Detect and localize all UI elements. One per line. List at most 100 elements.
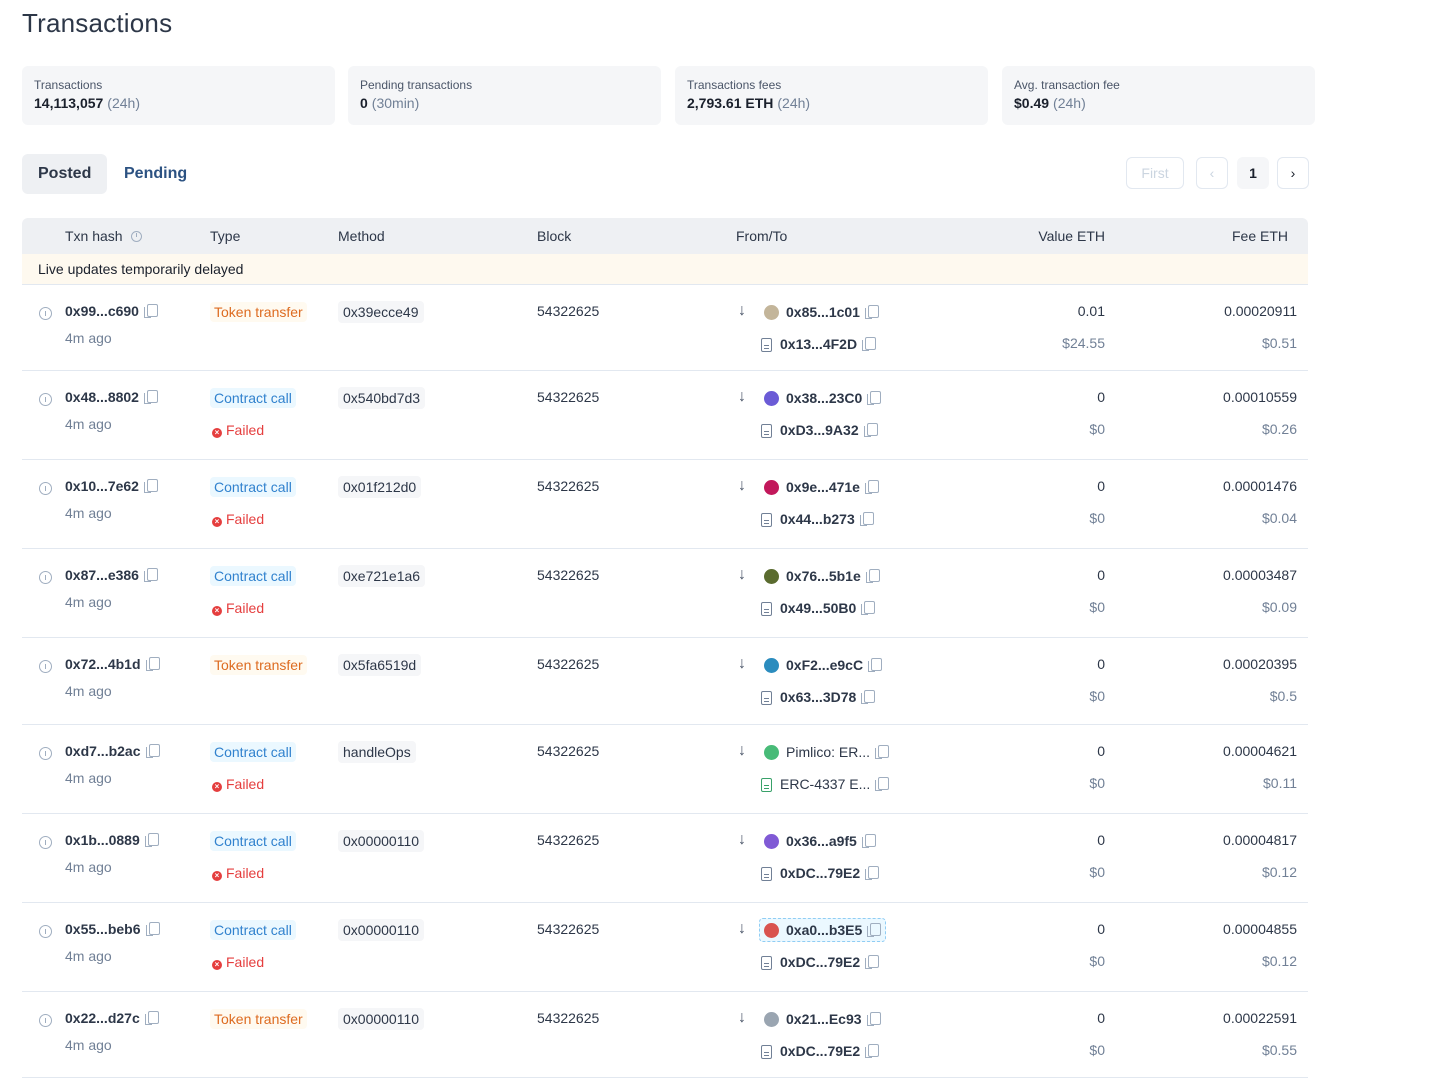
to-address-text[interactable]: 0x13...4F2D — [780, 336, 858, 352]
copy-icon[interactable] — [145, 657, 160, 671]
txn-hash[interactable]: 0x99...c690 — [65, 303, 158, 319]
from-address[interactable]: 0x36...a9f5 — [764, 833, 876, 849]
to-address[interactable]: ERC-4337 E... — [761, 776, 890, 792]
to-address-text[interactable]: 0xD3...9A32 — [780, 422, 859, 438]
copy-icon[interactable] — [868, 658, 883, 672]
from-address[interactable]: 0x9e...471e — [764, 479, 879, 495]
to-address[interactable]: 0xDC...79E2 — [761, 865, 880, 881]
from-address-wrap[interactable]: 0x76...5b1e — [764, 568, 880, 584]
copy-icon[interactable] — [863, 423, 878, 437]
block-number[interactable]: 54322625 — [537, 656, 600, 672]
txn-hash-text[interactable]: 0x1b...0889 — [65, 832, 140, 848]
copy-icon[interactable] — [867, 923, 882, 937]
copy-icon[interactable] — [875, 745, 890, 759]
from-address[interactable]: 0x38...23C0 — [764, 390, 882, 406]
txn-hash-text[interactable]: 0x99...c690 — [65, 303, 139, 319]
txn-hash-text[interactable]: 0x48...8802 — [65, 389, 139, 405]
pagination-prev-button[interactable]: ‹ — [1196, 157, 1228, 189]
block-number[interactable]: 54322625 — [537, 921, 600, 937]
txn-hash[interactable]: 0x1b...0889 — [65, 832, 159, 848]
from-address[interactable]: 0x76...5b1e — [764, 568, 880, 584]
from-address-wrap[interactable]: 0x85...1c01 — [764, 304, 879, 320]
to-address-text[interactable]: 0x49...50B0 — [780, 600, 857, 616]
copy-icon[interactable] — [865, 866, 880, 880]
expand-row-icon[interactable] — [39, 393, 52, 406]
copy-icon[interactable] — [864, 480, 879, 494]
pagination-next-button[interactable]: › — [1277, 157, 1309, 189]
copy-icon[interactable] — [143, 568, 158, 582]
from-address-text[interactable]: 0xF2...e9cC — [786, 657, 864, 673]
txn-hash[interactable]: 0x55...beb6 — [65, 921, 160, 937]
from-address[interactable]: Pimlico: ER... — [764, 744, 890, 760]
from-address[interactable]: 0x85...1c01 — [764, 304, 879, 320]
txn-hash-text[interactable]: 0x87...e386 — [65, 567, 139, 583]
copy-icon[interactable] — [861, 834, 876, 848]
block-number[interactable]: 54322625 — [537, 303, 600, 319]
tab-pending[interactable]: Pending — [124, 165, 188, 182]
pagination-current-page[interactable]: 1 — [1237, 157, 1269, 189]
to-address[interactable]: 0xDC...79E2 — [761, 1043, 880, 1059]
from-address-text[interactable]: 0x85...1c01 — [786, 304, 860, 320]
to-address-text[interactable]: 0x63...3D78 — [780, 689, 857, 705]
expand-row-icon[interactable] — [39, 836, 52, 849]
block-number[interactable]: 54322625 — [537, 743, 600, 759]
expand-row-icon[interactable] — [39, 571, 52, 584]
txn-hash[interactable]: 0x10...7e62 — [65, 478, 158, 494]
txn-hash[interactable]: 0xd7...b2ac — [65, 743, 160, 759]
copy-icon[interactable] — [143, 304, 158, 318]
to-address[interactable]: 0x49...50B0 — [761, 600, 876, 616]
to-address[interactable]: 0x13...4F2D — [761, 336, 877, 352]
expand-row-icon[interactable] — [39, 1014, 52, 1027]
copy-icon[interactable] — [865, 1044, 880, 1058]
to-address-text[interactable]: 0xDC...79E2 — [780, 954, 861, 970]
from-address[interactable]: 0x21...Ec93 — [764, 1011, 881, 1027]
clock-icon[interactable] — [130, 231, 142, 242]
to-address[interactable]: 0xDC...79E2 — [761, 954, 880, 970]
block-number[interactable]: 54322625 — [537, 1010, 600, 1026]
from-address-wrap[interactable]: 0xF2...e9cC — [764, 657, 883, 673]
pagination-first-button[interactable]: First — [1126, 157, 1184, 189]
copy-icon[interactable] — [865, 569, 880, 583]
copy-icon[interactable] — [861, 690, 876, 704]
copy-icon[interactable] — [861, 601, 876, 615]
from-address-text[interactable]: 0xa0...b3E5 — [786, 922, 863, 938]
txn-hash-text[interactable]: 0x72...4b1d — [65, 656, 141, 672]
from-address-text[interactable]: 0x21...Ec93 — [786, 1011, 862, 1027]
copy-icon[interactable] — [866, 1012, 881, 1026]
txn-hash[interactable]: 0x87...e386 — [65, 567, 158, 583]
from-address[interactable]: 0xF2...e9cC — [764, 657, 883, 673]
copy-icon[interactable] — [867, 391, 882, 405]
from-address-wrap[interactable]: Pimlico: ER... — [764, 744, 890, 760]
from-address-text[interactable]: Pimlico: ER... — [786, 744, 871, 760]
txn-hash[interactable]: 0x72...4b1d — [65, 656, 160, 672]
block-number[interactable]: 54322625 — [537, 567, 600, 583]
block-number[interactable]: 54322625 — [537, 389, 600, 405]
copy-icon[interactable] — [143, 390, 158, 404]
txn-hash-text[interactable]: 0xd7...b2ac — [65, 743, 141, 759]
from-address-text[interactable]: 0x76...5b1e — [786, 568, 861, 584]
from-address-wrap[interactable]: 0x21...Ec93 — [764, 1011, 881, 1027]
txn-hash-text[interactable]: 0x10...7e62 — [65, 478, 139, 494]
to-address-text[interactable]: ERC-4337 E... — [780, 776, 871, 792]
to-address-text[interactable]: 0x44...b273 — [780, 511, 855, 527]
txn-hash-text[interactable]: 0x55...beb6 — [65, 921, 141, 937]
block-number[interactable]: 54322625 — [537, 832, 600, 848]
block-number[interactable]: 54322625 — [537, 478, 600, 494]
from-address-wrap[interactable]: 0x36...a9f5 — [764, 833, 876, 849]
expand-row-icon[interactable] — [39, 747, 52, 760]
expand-row-icon[interactable] — [39, 482, 52, 495]
from-address[interactable]: 0xa0...b3E5 — [759, 918, 887, 942]
copy-icon[interactable] — [875, 777, 890, 791]
copy-icon[interactable] — [859, 512, 874, 526]
copy-icon[interactable] — [144, 1011, 159, 1025]
copy-icon[interactable] — [144, 833, 159, 847]
copy-icon[interactable] — [862, 337, 877, 351]
txn-hash-text[interactable]: 0x22...d27c — [65, 1010, 140, 1026]
expand-row-icon[interactable] — [39, 660, 52, 673]
from-address-wrap[interactable]: 0xa0...b3E5 — [759, 918, 887, 942]
from-address-text[interactable]: 0x38...23C0 — [786, 390, 863, 406]
to-address[interactable]: 0x63...3D78 — [761, 689, 876, 705]
copy-icon[interactable] — [145, 922, 160, 936]
copy-icon[interactable] — [145, 744, 160, 758]
copy-icon[interactable] — [864, 305, 879, 319]
